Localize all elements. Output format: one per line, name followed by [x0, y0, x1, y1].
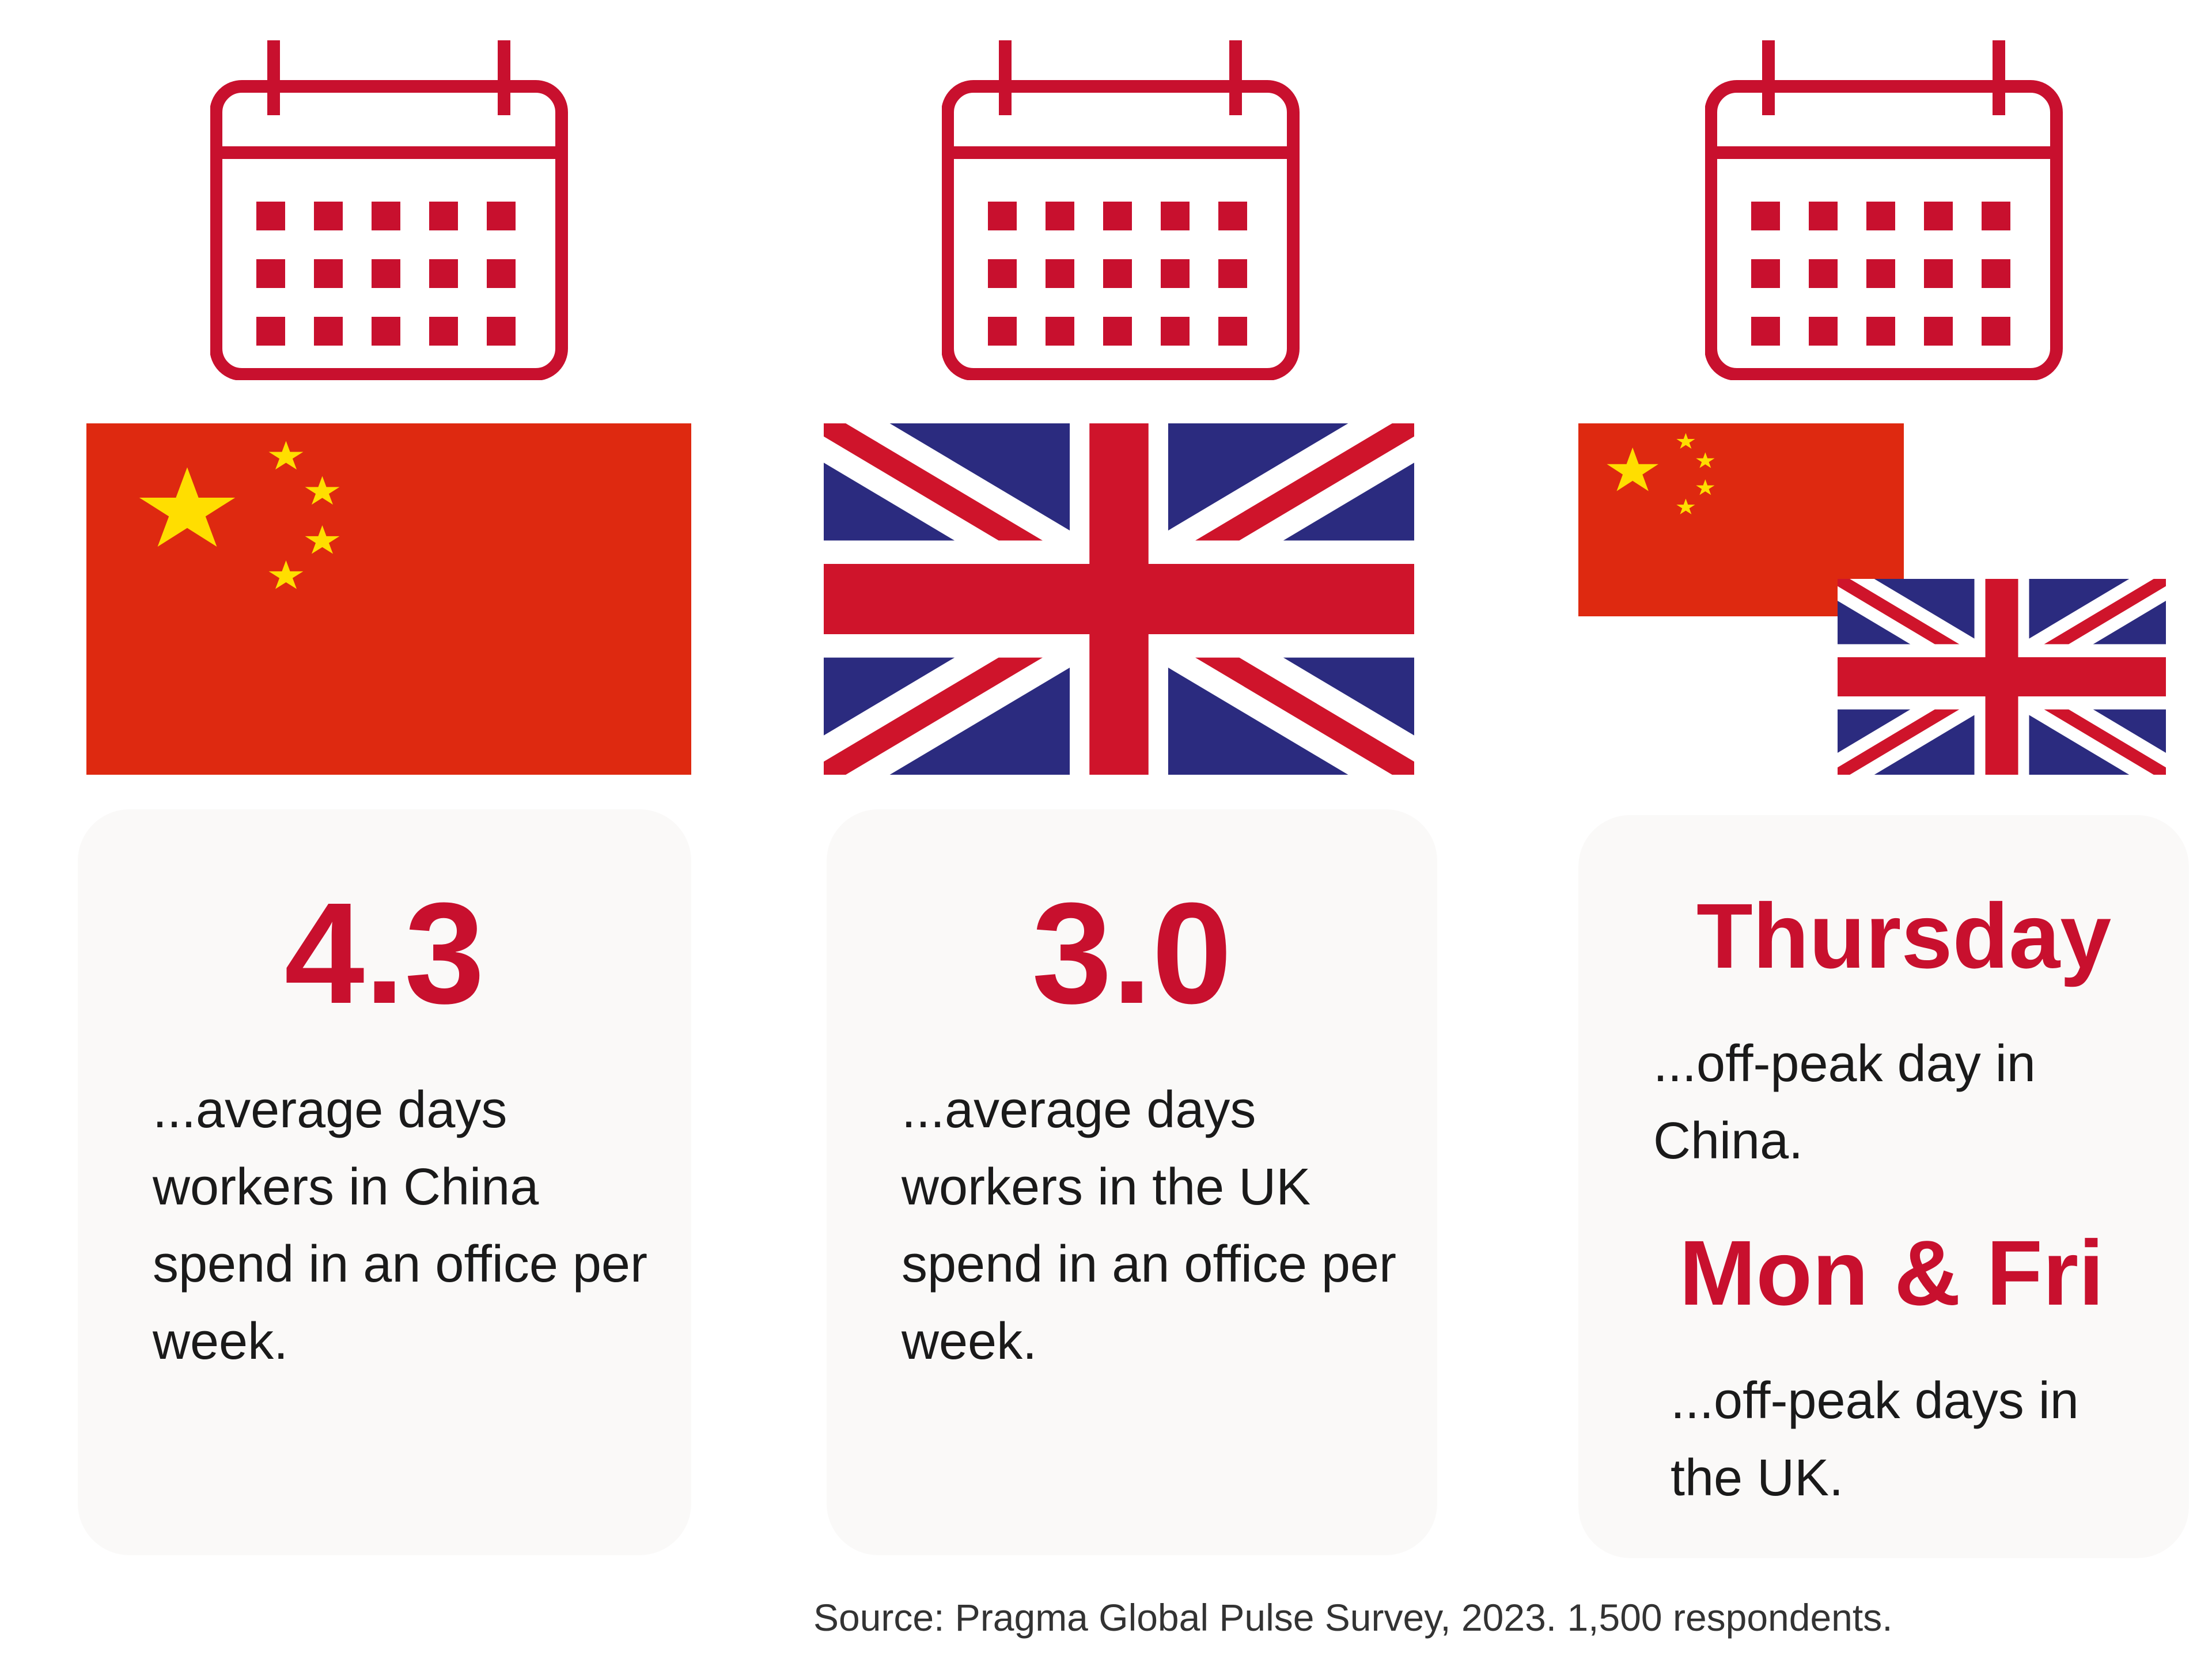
china-office-days-description: ...average days workers in China spend i…	[153, 1081, 647, 1370]
uk-office-days-description: ...average days workers in the UK spend …	[902, 1081, 1396, 1370]
calendar-icon	[210, 40, 579, 380]
source-note: Source: Pragma Global Pulse Survey, 2023…	[813, 1596, 1893, 1639]
uk-off-peak-description: ...off-peak days in the UK.	[1671, 1372, 2079, 1507]
uk-office-days-stat: 3.0	[1032, 873, 1232, 1033]
uk-flag-icon	[1838, 579, 2166, 775]
china-off-peak-day: Thursday	[1696, 884, 2112, 987]
uk-office-days-card: 3.0 ...average days workers in the UK sp…	[827, 809, 1437, 1555]
china-office-days-card: 4.3 ...average days workers in China spe…	[78, 809, 691, 1555]
calendar-icon	[942, 40, 1310, 380]
calendar-icon	[1705, 40, 2074, 380]
china-off-peak-description: ...off-peak day in China.	[1653, 1035, 2036, 1170]
uk-flag-icon	[824, 423, 1414, 775]
off-peak-days-card: Thursday ...off-peak day in China. Mon &…	[1578, 815, 2189, 1558]
china-flag-icon	[86, 423, 691, 775]
china-office-days-stat: 4.3	[284, 873, 485, 1033]
uk-off-peak-days: Mon & Fri	[1679, 1221, 2104, 1324]
